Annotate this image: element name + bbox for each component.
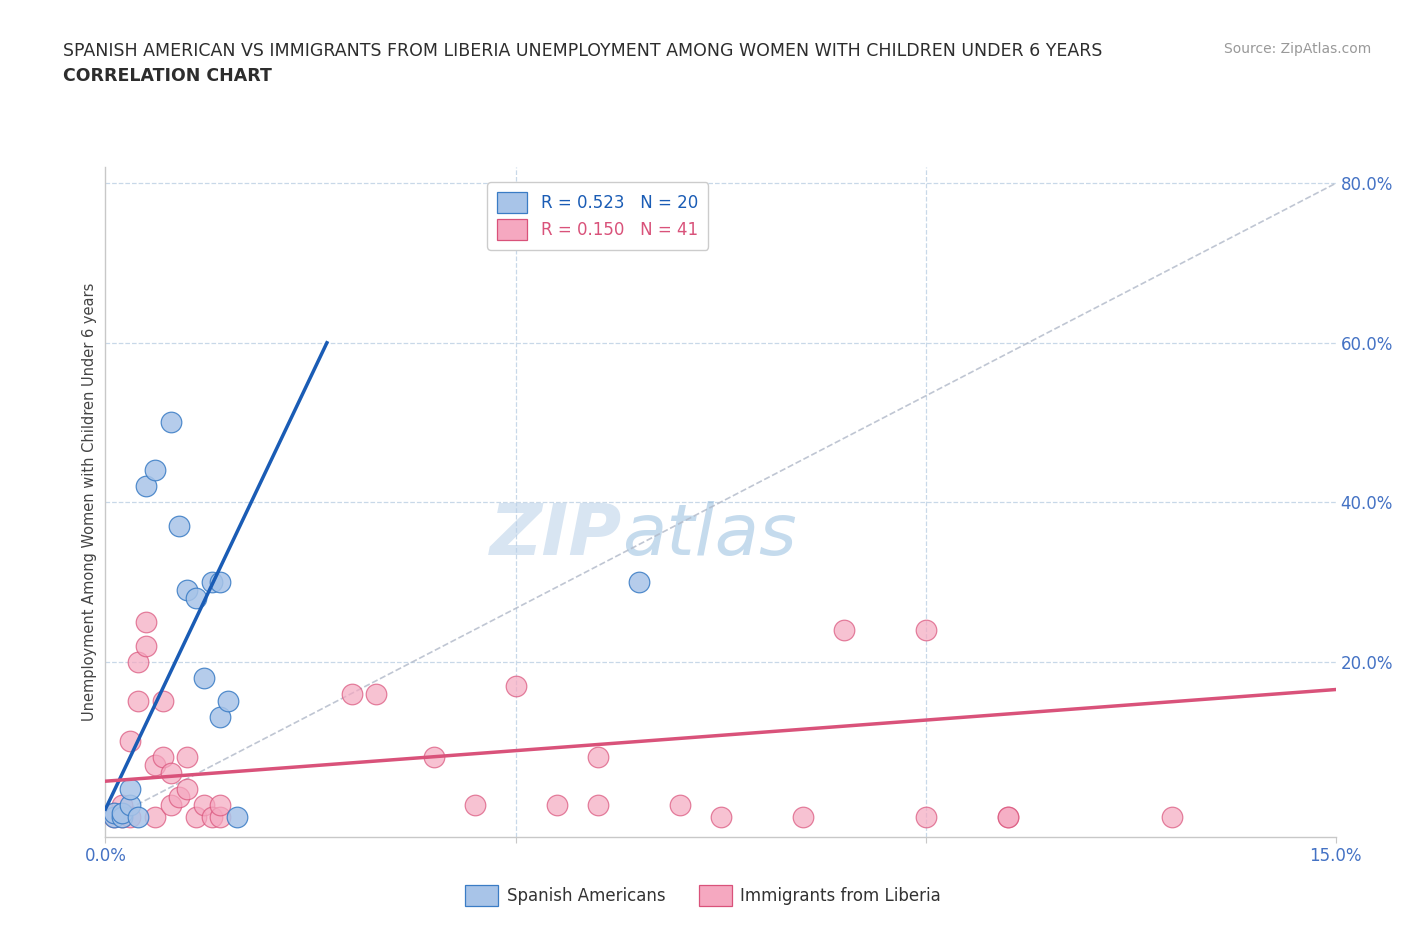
Point [127, 654, 149, 669]
Point [103, 810, 125, 825]
Point [201, 810, 224, 825]
Point [184, 591, 207, 605]
Point [160, 765, 183, 780]
Point [103, 810, 125, 825]
Point [127, 694, 149, 709]
Legend: Spanish Americans, Immigrants from Liberia: Spanish Americans, Immigrants from Liber… [458, 879, 948, 912]
Y-axis label: Unemployment Among Women with Children Under 6 years: Unemployment Among Women with Children U… [82, 283, 97, 722]
Point [160, 415, 183, 430]
Point [792, 810, 814, 825]
Point [209, 575, 232, 590]
Point [225, 810, 247, 825]
Point [160, 798, 183, 813]
Point [169, 519, 191, 534]
Point [127, 810, 149, 825]
Point [340, 686, 363, 701]
Point [111, 810, 134, 825]
Point [120, 734, 141, 749]
Point [120, 782, 141, 797]
Text: Source: ZipAtlas.com: Source: ZipAtlas.com [1223, 42, 1371, 56]
Point [111, 810, 134, 825]
Point [914, 810, 936, 825]
Text: CORRELATION CHART: CORRELATION CHART [63, 67, 273, 85]
Point [832, 622, 855, 637]
Point [111, 798, 134, 813]
Point [668, 798, 690, 813]
Point [143, 758, 166, 773]
Point [103, 805, 125, 820]
Point [103, 805, 125, 820]
Point [152, 694, 174, 709]
Text: atlas: atlas [621, 501, 797, 570]
Point [586, 750, 609, 764]
Legend: R = 0.523   N = 20, R = 0.150   N = 41: R = 0.523 N = 20, R = 0.150 N = 41 [488, 182, 707, 250]
Point [176, 782, 198, 797]
Point [143, 810, 166, 825]
Point [422, 750, 444, 764]
Point [1160, 810, 1182, 825]
Point [914, 622, 936, 637]
Point [120, 810, 141, 825]
Point [111, 805, 134, 820]
Point [366, 686, 388, 701]
Point [209, 710, 232, 724]
Point [209, 810, 232, 825]
Point [169, 790, 191, 804]
Point [143, 463, 166, 478]
Point [710, 810, 733, 825]
Point [135, 615, 157, 630]
Point [176, 582, 198, 597]
Point [152, 750, 174, 764]
Point [193, 798, 215, 813]
Text: SPANISH AMERICAN VS IMMIGRANTS FROM LIBERIA UNEMPLOYMENT AMONG WOMEN WITH CHILDR: SPANISH AMERICAN VS IMMIGRANTS FROM LIBE… [63, 42, 1102, 60]
Point [176, 750, 198, 764]
Point [997, 810, 1019, 825]
Point [586, 798, 609, 813]
Point [135, 479, 157, 494]
Point [218, 694, 240, 709]
Point [201, 575, 224, 590]
Point [120, 798, 141, 813]
Text: ZIP: ZIP [489, 501, 621, 570]
Point [135, 638, 157, 653]
Point [193, 671, 215, 685]
Point [184, 810, 207, 825]
Point [546, 798, 568, 813]
Point [209, 798, 232, 813]
Point [997, 810, 1019, 825]
Point [464, 798, 486, 813]
Point [505, 678, 527, 693]
Point [627, 575, 650, 590]
